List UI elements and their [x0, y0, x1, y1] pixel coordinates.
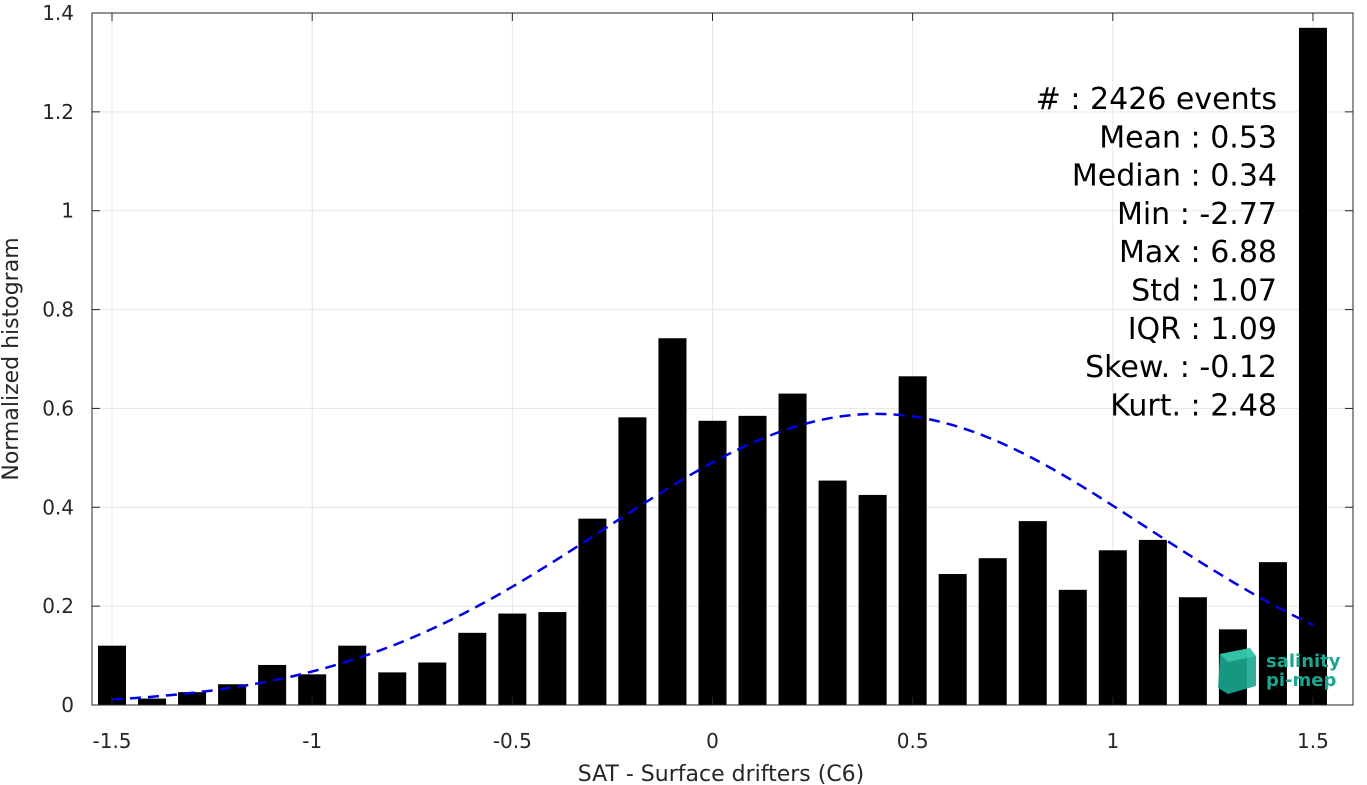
histogram-bar: [378, 672, 407, 705]
histogram-bar: [578, 518, 607, 705]
histogram-bar: [338, 645, 367, 705]
stat-line: Kurt. : 2.48: [1110, 388, 1277, 423]
y-tick-label: 0.8: [42, 298, 74, 322]
histogram-bar: [978, 558, 1007, 705]
histogram-bar: [1138, 539, 1167, 705]
y-tick-label: 1.4: [42, 1, 74, 25]
histogram-bar: [498, 613, 527, 705]
histogram-bar: [1178, 597, 1207, 705]
histogram-bar: [1298, 27, 1327, 706]
histogram-bar: [658, 338, 687, 705]
stat-line: Min : -2.77: [1117, 197, 1277, 232]
x-tick-label: 1: [1106, 729, 1119, 753]
histogram-bar: [1258, 562, 1287, 705]
y-tick-label: 0: [61, 693, 74, 717]
stat-line: Median : 0.34: [1072, 159, 1277, 194]
y-tick-label: 0.4: [42, 495, 74, 519]
stat-line: Std : 1.07: [1131, 274, 1277, 309]
histogram-bar: [1058, 589, 1087, 705]
stat-line: Max : 6.88: [1119, 235, 1277, 270]
gaussian-fit-curve: [111, 412, 1314, 701]
x-tick-label: -1: [302, 729, 322, 753]
histogram-bar: [1098, 550, 1127, 705]
histogram-bar: [138, 698, 167, 705]
histogram-bar: [778, 393, 807, 705]
histogram-bar: [458, 632, 487, 705]
x-tick-label: 1.5: [1297, 729, 1329, 753]
histogram-bar: [258, 664, 287, 705]
y-tick-label: 1.2: [42, 100, 74, 124]
x-tick-label: 0: [706, 729, 719, 753]
histogram-bar: [858, 494, 887, 705]
y-tick-label: 0.2: [42, 594, 74, 618]
axis-ticks: [92, 12, 1353, 706]
x-axis-title: SAT - Surface drifters (C6): [578, 762, 865, 785]
x-tick-label: 0.5: [897, 729, 929, 753]
logo-text-pimep: pi-mep: [1266, 670, 1336, 691]
stat-line: Mean : 0.53: [1099, 120, 1277, 155]
x-tick-label: -1.5: [93, 729, 132, 753]
y-tick-label: 0.6: [42, 396, 74, 420]
histogram-bar: [938, 574, 967, 705]
stat-line: IQR : 1.09: [1128, 312, 1277, 347]
y-tick-labels: 0 0.2 0.4 0.6 0.8 1 1.2 1.4: [42, 1, 74, 717]
histogram-bars: [98, 27, 1327, 706]
histogram-bar: [818, 480, 847, 705]
plot-frame: [91, 12, 1354, 706]
histogram-bar: [698, 420, 727, 705]
histogram-bar: [418, 662, 447, 705]
logo-text-salinity: salinity: [1266, 651, 1341, 672]
histogram-bar: [898, 376, 927, 705]
histogram-bar: [738, 415, 767, 705]
y-tick-label: 1: [61, 199, 74, 223]
stat-line: Skew. : -0.12: [1085, 350, 1277, 385]
salinity-pimep-logo: salinity pi-mep: [1218, 648, 1341, 694]
y-axis-title: Normalized histogram: [0, 237, 24, 480]
x-tick-label: -0.5: [493, 729, 532, 753]
histogram-bar: [178, 692, 207, 705]
histogram-bar: [618, 417, 647, 705]
stat-line: # : 2426 events: [1036, 82, 1277, 117]
histogram-bar: [98, 645, 127, 705]
histogram-bar: [1018, 521, 1047, 705]
x-tick-labels: -1.5 -1 -0.5 0 0.5 1 1.5: [93, 729, 1329, 753]
histogram-bar: [538, 612, 567, 705]
